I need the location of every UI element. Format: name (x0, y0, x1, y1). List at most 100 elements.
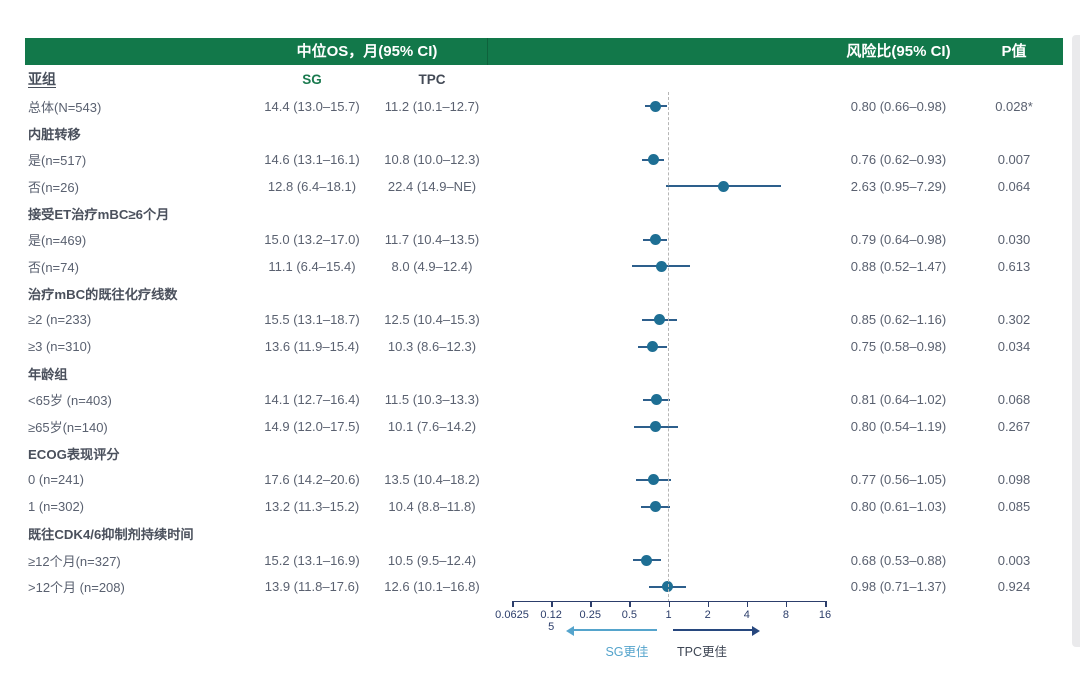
section-row: ECOG表现评分 (25, 440, 1063, 467)
section-label: 年龄组 (28, 366, 68, 382)
hr-point-marker (648, 474, 660, 486)
hr-axis: SG更佳 TPC更佳 0.0625 0.12 5 0.25 0.5 1 2 4 8 16 (487, 601, 832, 676)
tpc-median-value: 10.8 (10.0–12.3) (384, 152, 480, 168)
p-value: 0.302 (997, 312, 1031, 328)
tpc-median-value: 11.7 (10.4–13.5) (384, 232, 480, 248)
hr-ci-value: 0.75 (0.58–0.98) (850, 339, 947, 355)
axis-tick-label: 4 (743, 609, 750, 621)
subgroup-row: <65岁 (n=403) 14.1 (12.7–16.4) 11.5 (10.3–1… (25, 387, 1063, 414)
subgroup-column-label: 亚组 (28, 71, 56, 87)
forest-plot-cell (487, 146, 832, 173)
p-value: 0.098 (997, 472, 1031, 488)
axis-tick (551, 601, 553, 607)
axis-tick (590, 601, 592, 607)
subgroup-row: ≥65岁(n=140) 14.9 (12.0–17.5) 10.1 (7.6–14.… (25, 413, 1063, 440)
subgroup-label: ≥3 (n=310) (28, 339, 92, 355)
forest-plot-cell (487, 173, 832, 200)
sg-median-value: 15.0 (13.2–17.0) (264, 232, 360, 248)
subgroup-label: 否(n=74) (28, 259, 79, 275)
p-value: 0.068 (997, 392, 1031, 408)
header-divider (487, 38, 488, 65)
axis-tick (785, 601, 788, 607)
p-value: 0.003 (997, 552, 1031, 568)
section-row: 既往CDK4/6抑制剂持续时间 (25, 520, 1063, 547)
sg-median-value: 17.6 (14.2–20.6) (264, 472, 360, 488)
subgroup-label: ≥2 (n=233) (28, 312, 92, 328)
section-row: 接受ET治疗mBC≥6个月 (25, 200, 1063, 227)
sg-median-value: 11.1 (6.4–15.4) (268, 258, 356, 274)
hr-point-marker (661, 581, 673, 593)
tpc-median-value: 11.2 (10.1–12.7) (384, 98, 480, 114)
column-header-row: 亚组 SG TPC (25, 65, 1063, 93)
subgroup-row: ≥2 (n=233) 15.5 (13.1–18.7) 12.5 (10.4–15.… (25, 307, 1063, 334)
tpc-median-value: 8.0 (4.9–12.4) (391, 258, 473, 274)
forest-plot-cell (487, 467, 832, 494)
hr-ci-value: 0.80 (0.66–0.98) (850, 98, 947, 114)
hr-point-marker (653, 314, 665, 326)
hr-point-marker (647, 154, 659, 166)
p-value: 0.613 (997, 258, 1031, 274)
p-value: 0.028* (995, 98, 1033, 114)
p-value: 0.030 (997, 232, 1031, 248)
axis-tick (668, 601, 670, 607)
section-label: ECOG表现评分 (28, 446, 120, 462)
tpc-median-value: 10.1 (7.6–14.2) (387, 419, 477, 435)
hr-ci-value: 0.81 (0.64–1.02) (850, 392, 947, 408)
forest-plot-cell (487, 253, 832, 280)
subgroup-row: >12个月 (n=208) 13.9 (11.8–17.6) 12.6 (10.1–… (25, 573, 1063, 600)
tpc-better-arrowhead-icon (752, 626, 760, 636)
section-row: 治疗mBC的既往化疗线数 (25, 280, 1063, 307)
axis-tick-label: 0.25 (579, 609, 601, 621)
axis-tick-label: 0.12 5 (540, 609, 562, 633)
subgroup-row: 否(n=26) 12.8 (6.4–18.1) 22.4 (14.9–NE) 2.63… (25, 173, 1063, 200)
sg-better-arrowhead-icon (566, 626, 574, 636)
sg-median-value: 14.4 (13.0–15.7) (264, 98, 360, 114)
axis-tick (825, 601, 827, 607)
tpc-median-value: 13.5 (10.4–18.2) (384, 472, 480, 488)
subgroup-label: ≥12个月(n=327) (28, 553, 121, 569)
hr-ci-value: 0.80 (0.54–1.19) (850, 419, 947, 435)
subgroup-label: 0 (n=241) (28, 472, 85, 488)
section-label: 治疗mBC的既往化疗线数 (28, 286, 178, 302)
tpc-better-label: TPC更佳 (676, 645, 727, 659)
subgroup-label: ≥65岁(n=140) (28, 420, 108, 436)
axis-tick-label: 2 (704, 609, 711, 621)
axis-tick-label: 8 (782, 609, 789, 621)
subgroup-row: ≥12个月(n=327) 15.2 (13.1–16.9) 10.5 (9.5–12… (25, 547, 1063, 574)
page-edge-strip (1072, 35, 1080, 647)
axis-tick-label: 0.0625 (495, 609, 529, 621)
axis-tick-label: 1 (665, 609, 672, 621)
subgroup-os-table: 中位OS，月(95% CI) 风险比(95% CI) P值 亚组 SG TPC … (25, 38, 1063, 659)
hr-ci-value: 0.88 (0.52–1.47) (850, 258, 947, 274)
hr-ci-value: 0.68 (0.53–0.88) (850, 552, 947, 568)
tpc-median-value: 12.6 (10.1–16.8) (384, 579, 480, 595)
hazard-ratio-header: 风险比(95% CI) (846, 43, 951, 60)
subgroup-label: 总体(N=543) (28, 99, 102, 115)
subgroup-row: 是(n=469) 15.0 (13.2–17.0) 11.7 (10.4–13.5)… (25, 226, 1063, 253)
tpc-median-value: 10.5 (9.5–12.4) (387, 552, 477, 568)
sg-better-arrow (574, 629, 657, 631)
p-value-header: P值 (1001, 43, 1027, 60)
hr-ci-value: 0.98 (0.71–1.37) (850, 579, 947, 595)
p-value: 0.267 (997, 419, 1031, 435)
section-label: 内脏转移 (28, 126, 81, 142)
axis-tick (746, 601, 749, 607)
section-row: 内脏转移 (25, 120, 1063, 147)
subgroup-row: 否(n=74) 11.1 (6.4–15.4) 8.0 (4.9–12.4) 0.88… (25, 253, 1063, 280)
sg-median-value: 14.6 (13.1–16.1) (264, 152, 360, 168)
subgroup-row: 0 (n=241) 17.6 (14.2–20.6) 13.5 (10.4–18.2… (25, 467, 1063, 494)
forest-plot-cell (487, 93, 832, 120)
tpc-median-value: 11.5 (10.3–13.3) (384, 392, 480, 408)
median-os-header: 中位OS，月(95% CI) (296, 43, 438, 60)
forest-plot-cell (487, 413, 832, 440)
table-rows: 总体(N=543) 14.4 (13.0–15.7) 11.2 (10.1–12.7… (25, 93, 1063, 600)
tpc-column-label: TPC (418, 71, 446, 87)
sg-median-value: 13.9 (11.8–17.6) (264, 579, 360, 595)
forest-plot-cell (487, 493, 832, 520)
hr-point-marker (650, 501, 662, 513)
subgroup-label: >12个月 (n=208) (28, 580, 125, 596)
hr-point-marker (641, 554, 653, 566)
forest-plot-cell (487, 333, 832, 360)
tpc-median-value: 10.4 (8.8–11.8) (388, 499, 476, 515)
